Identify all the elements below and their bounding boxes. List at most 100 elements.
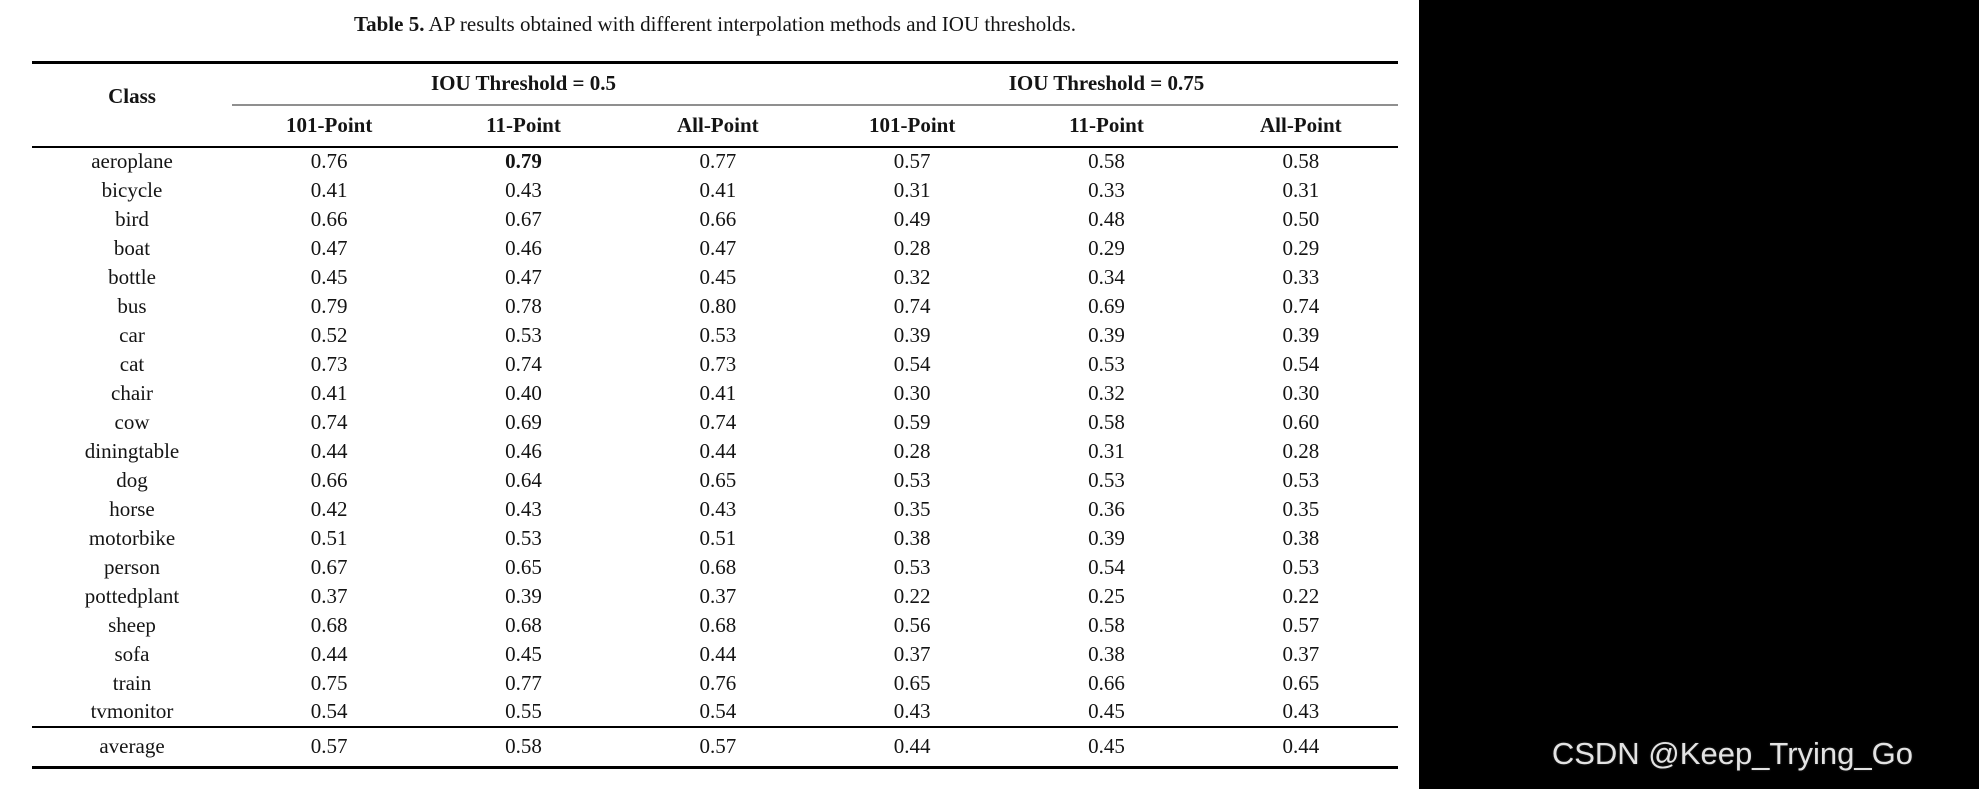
ap-value-cell: 0.34 <box>1088 264 1125 289</box>
table-row: bird 0.66 0.67 0.66 0.49 0.48 0.50 <box>32 205 1398 234</box>
ap-value-cell: 0.44 <box>699 641 737 666</box>
ap-value-cell: 0.28 <box>1282 438 1320 463</box>
table-row: bicycle 0.41 0.43 0.41 0.31 0.33 0.31 <box>32 176 1398 205</box>
class-cell: cat <box>119 351 145 376</box>
ap-value-cell: 0.64 <box>505 467 542 492</box>
ap-value-cell: 0.54 <box>1282 351 1320 376</box>
ap-value-cell: 0.53 <box>699 322 737 347</box>
class-cell: tvmonitor <box>90 699 174 723</box>
ap-value-cell: 0.65 <box>699 467 737 492</box>
ap-value-cell: 0.58 <box>1282 149 1320 173</box>
ap-value-cell: 0.25 <box>1088 583 1125 608</box>
ap-value-cell: 0.79 <box>505 149 542 173</box>
ap-value-cell: 0.73 <box>310 351 348 376</box>
column-header: All-Point <box>1203 104 1398 148</box>
class-cell: aeroplane <box>91 149 173 173</box>
ap-value-cell: 0.65 <box>505 554 542 579</box>
ap-value-cell: 0.75 <box>310 670 348 695</box>
ap-value-cell: 0.54 <box>310 699 348 723</box>
average-row-label: average <box>32 725 232 769</box>
ap-value-cell: 0.39 <box>893 322 931 347</box>
ap-value-cell: 0.41 <box>310 380 348 405</box>
ap-value-cell: 0.37 <box>310 583 348 608</box>
ap-value-cell: 0.65 <box>893 670 931 695</box>
ap-value-cell: 0.66 <box>699 206 737 231</box>
black-sidebar <box>1419 0 1979 789</box>
ap-value-cell: 0.51 <box>310 525 348 550</box>
column-header: 101-Point <box>815 104 1010 148</box>
class-cell: sheep <box>108 612 156 637</box>
ap-value-cell: 0.58 <box>1088 149 1125 173</box>
class-cell: bus <box>117 293 147 318</box>
ap-value-cell: 0.53 <box>505 322 542 347</box>
table-row: tvmonitor 0.54 0.55 0.54 0.43 0.45 0.43 <box>32 698 1398 727</box>
ap-value-cell: 0.46 <box>505 235 542 260</box>
ap-value-cell: 0.55 <box>505 699 542 723</box>
ap-value-cell: 0.44 <box>310 641 348 666</box>
ap-value-cell: 0.50 <box>1282 206 1320 231</box>
average-value: 0.57 <box>232 725 427 769</box>
ap-value-cell: 0.29 <box>1282 235 1320 260</box>
ap-value-cell: 0.74 <box>310 409 348 434</box>
table-header: Class IOU Threshold = 0.5 IOU Threshold … <box>32 62 1398 148</box>
class-cell: car <box>119 322 145 347</box>
ap-value-cell: 0.59 <box>893 409 931 434</box>
ap-value-cell: 0.45 <box>505 641 542 666</box>
ap-value-cell: 0.67 <box>310 554 348 579</box>
ap-value-cell: 0.43 <box>505 177 542 202</box>
table-row: bus 0.79 0.78 0.80 0.74 0.69 0.74 <box>32 292 1398 321</box>
ap-value-cell: 0.49 <box>893 206 931 231</box>
ap-value-cell: 0.37 <box>699 583 737 608</box>
ap-value-cell: 0.54 <box>1088 554 1125 579</box>
ap-value-cell: 0.68 <box>310 612 348 637</box>
ap-value-cell: 0.48 <box>1088 206 1125 231</box>
ap-value-cell: 0.57 <box>893 149 931 173</box>
ap-value-cell: 0.22 <box>1282 583 1320 608</box>
table-row: dog 0.66 0.64 0.65 0.53 0.53 0.53 <box>32 466 1398 495</box>
ap-value-cell: 0.37 <box>893 641 931 666</box>
ap-value-cell: 0.74 <box>699 409 737 434</box>
table-row: motorbike 0.51 0.53 0.51 0.38 0.39 0.38 <box>32 524 1398 553</box>
table-footer: average 0.57 0.58 0.57 0.44 0.45 0.44 <box>32 725 1398 769</box>
ap-value-cell: 0.44 <box>310 438 348 463</box>
ap-value-cell: 0.78 <box>505 293 542 318</box>
ap-value-cell: 0.74 <box>505 351 542 376</box>
ap-value-cell: 0.43 <box>893 699 931 723</box>
ap-value-cell: 0.69 <box>1088 293 1125 318</box>
ap-value-cell: 0.43 <box>505 496 542 521</box>
average-row: average 0.57 0.58 0.57 0.44 0.45 0.44 <box>32 725 1398 769</box>
ap-value-cell: 0.39 <box>1088 322 1125 347</box>
ap-value-cell: 0.37 <box>1282 641 1320 666</box>
table-row: horse 0.42 0.43 0.43 0.35 0.36 0.35 <box>32 495 1398 524</box>
ap-value-cell: 0.66 <box>1088 670 1125 695</box>
ap-value-cell: 0.28 <box>893 438 931 463</box>
ap-value-cell: 0.33 <box>1282 264 1320 289</box>
class-cell: horse <box>109 496 155 521</box>
ap-value-cell: 0.35 <box>1282 496 1320 521</box>
ap-value-cell: 0.77 <box>505 670 542 695</box>
ap-value-cell: 0.35 <box>893 496 931 521</box>
ap-value-cell: 0.45 <box>699 264 737 289</box>
ap-value-cell: 0.77 <box>699 149 737 173</box>
average-value: 0.57 <box>620 725 815 769</box>
ap-value-cell: 0.32 <box>1088 380 1125 405</box>
ap-value-cell: 0.40 <box>505 380 542 405</box>
table-row: cat 0.73 0.74 0.73 0.54 0.53 0.54 <box>32 350 1398 379</box>
table-caption-text: AP results obtained with different inter… <box>424 12 1076 36</box>
ap-value-cell: 0.41 <box>699 177 737 202</box>
table-row: sofa 0.44 0.45 0.44 0.37 0.38 0.37 <box>32 640 1398 669</box>
class-cell: sofa <box>114 641 150 666</box>
ap-value-cell: 0.29 <box>1088 235 1125 260</box>
ap-value-cell: 0.68 <box>505 612 542 637</box>
ap-value-cell: 0.30 <box>893 380 931 405</box>
column-header: 11-Point <box>1009 104 1204 148</box>
ap-value-cell: 0.53 <box>1282 554 1320 579</box>
ap-value-cell: 0.31 <box>1088 438 1125 463</box>
ap-value-cell: 0.66 <box>310 467 348 492</box>
ap-value-cell: 0.47 <box>699 235 737 260</box>
class-column-header: Class <box>32 62 232 148</box>
ap-value-cell: 0.68 <box>699 554 737 579</box>
ap-value-cell: 0.53 <box>1282 467 1320 492</box>
ap-value-cell: 0.54 <box>893 351 931 376</box>
column-header: 11-Point <box>426 104 621 148</box>
